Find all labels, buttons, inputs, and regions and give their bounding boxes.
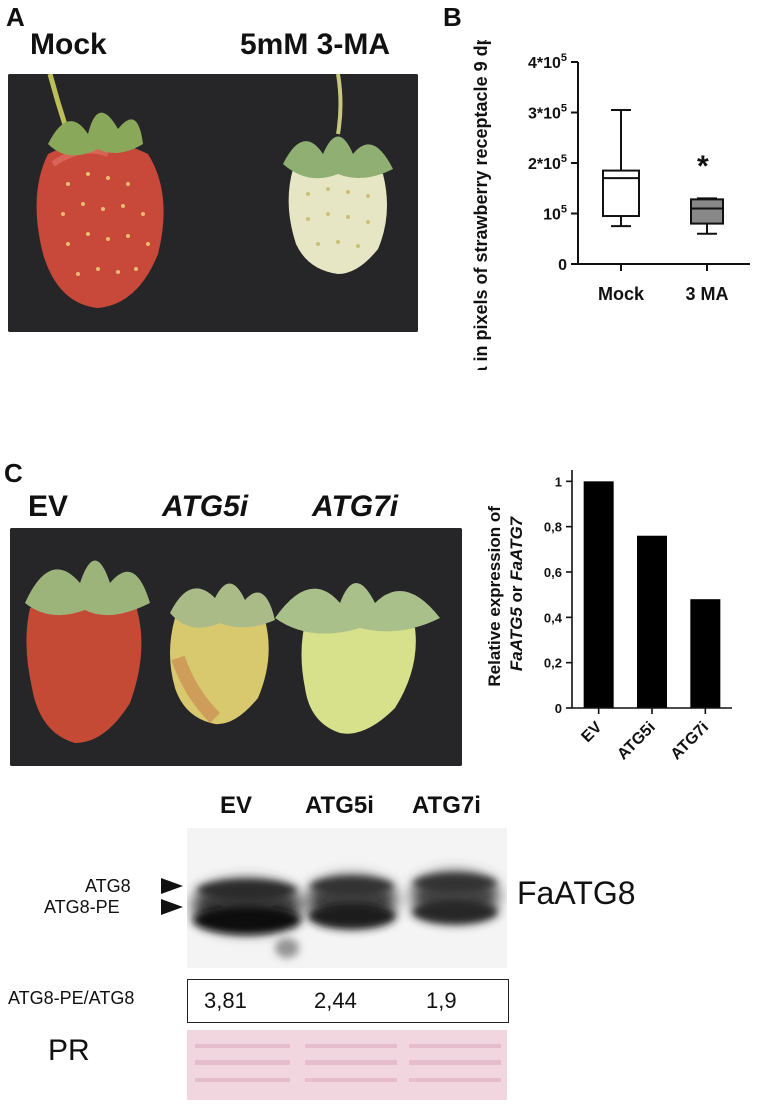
box-plot-y-axis: 0 105 2*105 3*105 4*105 bbox=[528, 52, 579, 274]
arrow-atg8pe-icon bbox=[161, 899, 183, 915]
bar-ylabel-line1: Relative expression of bbox=[485, 501, 504, 686]
strawberry-white-3ma bbox=[288, 161, 387, 274]
bar-y-tick-label: 0,8 bbox=[544, 520, 562, 535]
bar-y-tick-label: 0,2 bbox=[544, 656, 562, 671]
box-mock bbox=[602, 108, 640, 228]
wb-lane-ev: EV bbox=[220, 792, 253, 819]
bar-x-tick-label: ATG5i bbox=[614, 719, 659, 764]
box-plot-x-axis: Mock 3 MA bbox=[578, 263, 750, 304]
ratio-box: 3,81 2,44 1,9 bbox=[187, 979, 509, 1023]
bar-ylabel-line2: FaATG5 or FaATG7 bbox=[507, 515, 526, 671]
label-ev: EV bbox=[28, 490, 69, 523]
box-plot-ylabel: Area in pixels of strawberry receptacle … bbox=[471, 40, 491, 370]
bar-atg7i bbox=[690, 599, 721, 708]
wb-lane-atg7i: ATG7i bbox=[412, 792, 481, 819]
label-mock: Mock bbox=[30, 28, 107, 61]
band-label-atg8: ATG8 bbox=[85, 876, 131, 896]
box-plot-chart: Area in pixels of strawberry receptacle … bbox=[471, 40, 750, 370]
bar-atg5i bbox=[637, 535, 667, 708]
box-x-tick-label: Mock bbox=[598, 284, 645, 304]
box-y-tick-label: 4*105 bbox=[528, 52, 567, 72]
box-y-tick-label: 3*105 bbox=[528, 103, 567, 123]
bar-chart-bars bbox=[583, 481, 721, 708]
stain-label: PR bbox=[48, 1034, 90, 1067]
wb-lane-atg5i: ATG5i bbox=[305, 792, 374, 819]
box-y-tick-label: 105 bbox=[543, 204, 567, 224]
box-iqr bbox=[690, 198, 724, 225]
box-y-tick-label: 2*105 bbox=[528, 153, 567, 173]
bar-y-tick-label: 0 bbox=[555, 701, 562, 716]
arrow-atg8-icon bbox=[161, 878, 183, 894]
bar-y-tick-label: 0,4 bbox=[544, 610, 563, 625]
box-plot-boxes bbox=[602, 108, 724, 235]
ponceau-stain-image bbox=[187, 1030, 507, 1100]
ratio-value-atg7i: 1,9 bbox=[426, 988, 457, 1013]
ratio-label: ATG8-PE/ATG8 bbox=[8, 988, 135, 1008]
bar-chart-x-axis: EV ATG5i ATG7i bbox=[572, 707, 732, 764]
bar-chart-ylabel: Relative expression of FaATG5 or FaATG7 bbox=[485, 501, 526, 686]
bar-x-tick-label: EV bbox=[578, 719, 605, 746]
label-atg5i: ATG5i bbox=[162, 490, 249, 523]
bar-chart-y-axis: 0 0,2 0,4 0,6 0,8 1 bbox=[544, 470, 573, 716]
panel-letter-b: B bbox=[443, 2, 462, 32]
bar-ev bbox=[583, 481, 614, 708]
antibody-label: FaATG8 bbox=[517, 875, 636, 911]
photo-panel-c bbox=[10, 528, 462, 766]
ratio-value-ev: 3,81 bbox=[204, 988, 247, 1013]
bar-y-tick-label: 1 bbox=[555, 474, 562, 489]
box-y-tick-label: 0 bbox=[558, 257, 567, 274]
strawberry-ev bbox=[26, 596, 142, 743]
significance-asterisk: * bbox=[697, 150, 709, 183]
label-atg7i: ATG7i bbox=[312, 490, 399, 523]
photo-panel-a bbox=[8, 74, 418, 332]
ratio-value-atg5i: 2,44 bbox=[314, 988, 357, 1013]
western-blot-image bbox=[187, 828, 507, 968]
strawberry-atg5i bbox=[170, 610, 269, 725]
panel-letter-c: C bbox=[4, 458, 23, 488]
box-3ma bbox=[690, 197, 724, 235]
bar-chart: Relative expression of FaATG5 or FaATG7 … bbox=[485, 470, 732, 764]
band-label-atg8pe: ATG8-PE bbox=[44, 897, 120, 917]
bar-y-tick-label: 0,6 bbox=[544, 565, 562, 580]
label-3ma: 5mM 3-MA bbox=[240, 28, 391, 61]
panel-letter-a: A bbox=[6, 2, 25, 32]
strawberry-atg7i bbox=[301, 616, 416, 734]
box-x-tick-label: 3 MA bbox=[685, 284, 728, 304]
bar-x-tick-label: ATG7i bbox=[668, 719, 713, 764]
